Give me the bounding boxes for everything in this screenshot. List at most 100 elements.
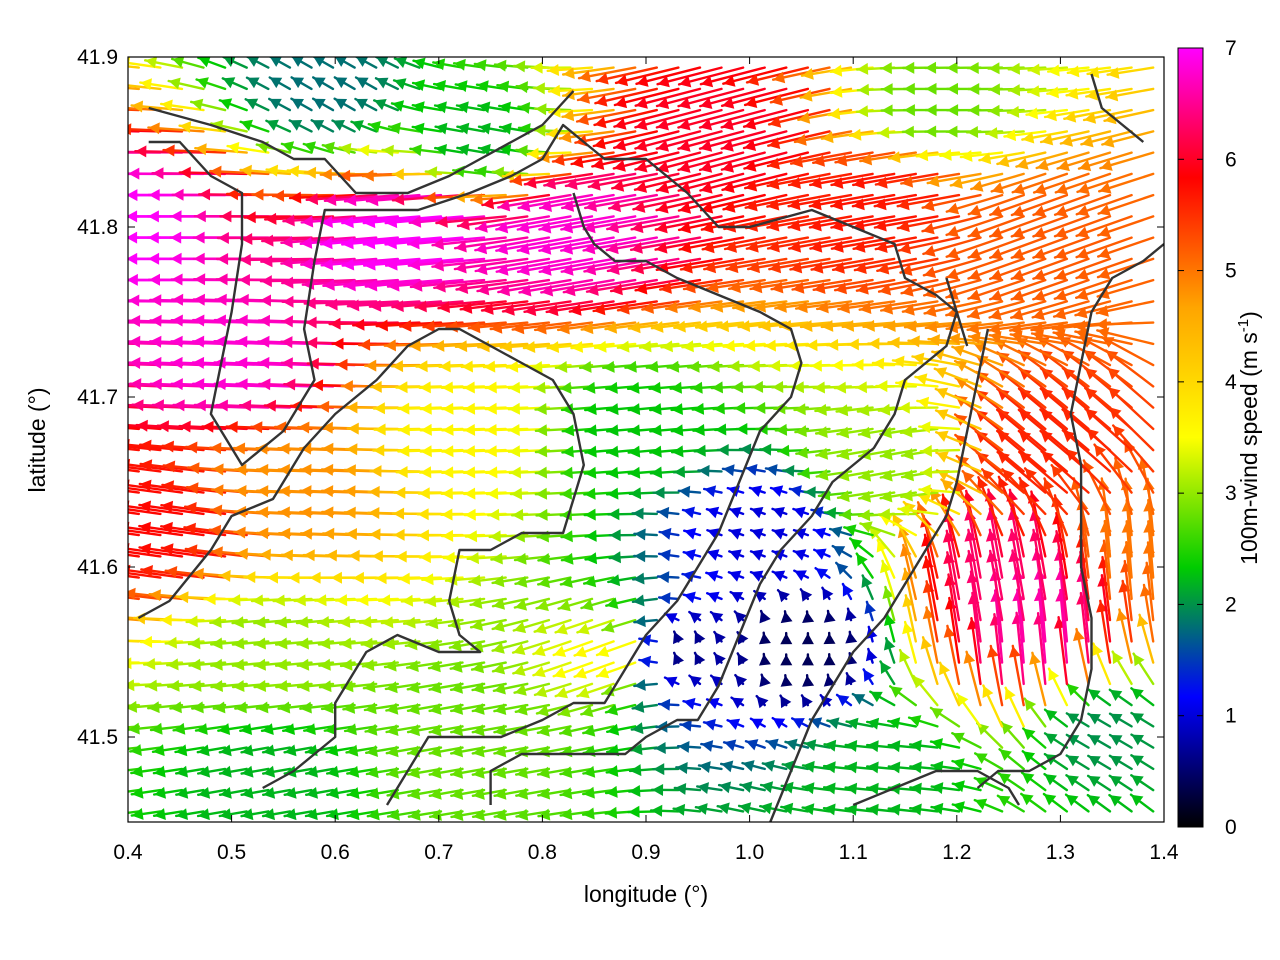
- wind-arrow: [584, 403, 615, 416]
- wind-arrow: [716, 320, 766, 333]
- wind-arrow: [951, 780, 982, 793]
- wind-arrow: [456, 122, 486, 135]
- wind-arrow: [311, 97, 335, 112]
- x-axis: 0.4 0.5 0.6 0.7 0.8 0.9 1.0 1.1 1.2 1.3 1.4: [113, 57, 1179, 864]
- wind-arrow: [516, 236, 594, 255]
- wind-arrow: [538, 215, 615, 234]
- wind-arrow: [546, 341, 594, 353]
- wind-arrow: [139, 78, 184, 91]
- wind-arrow: [670, 424, 702, 437]
- wind-arrow: [801, 782, 831, 795]
- wind-arrow: [222, 57, 248, 69]
- wind-arrow: [240, 765, 270, 778]
- wind-arrow: [745, 66, 810, 86]
- wind-arrow: [432, 58, 464, 71]
- wind-arrow: [245, 76, 270, 91]
- wind-arrow: [384, 257, 464, 271]
- wind-arrow: [428, 681, 464, 694]
- wind-arrow: [341, 236, 421, 250]
- wind-arrow: [601, 618, 637, 633]
- wind-arrow: [1093, 443, 1133, 494]
- wind-arrow: [652, 763, 680, 776]
- wind-arrow: [593, 108, 658, 129]
- wind-arrow: [635, 66, 702, 87]
- wind-arrow: [495, 257, 572, 276]
- wind-arrow: [1065, 774, 1090, 792]
- wind-arrow: [996, 408, 1047, 452]
- wind-arrow: [515, 787, 551, 800]
- wind-arrow: [560, 236, 637, 255]
- wind-arrow: [845, 672, 857, 686]
- wind-arrow: [1023, 697, 1047, 728]
- wind-arrow: [556, 321, 615, 335]
- wind-arrow: [514, 575, 551, 588]
- colorbar-tick-label: 0: [1225, 816, 1237, 839]
- wind-arrow: [128, 788, 141, 793]
- wind-arrow: [268, 76, 292, 91]
- wind-arrow: [583, 575, 615, 588]
- x-tick-label: 0.5: [217, 841, 246, 864]
- wind-arrow: [909, 761, 939, 774]
- wind-arrow: [128, 108, 141, 112]
- wind-arrow: [283, 744, 313, 757]
- wind-arrow: [343, 193, 421, 207]
- wind-arrow: [974, 430, 1025, 473]
- wind-arrow: [776, 589, 790, 603]
- wind-arrow: [791, 717, 810, 729]
- wind-arrow: [312, 57, 335, 69]
- wind-arrow: [532, 82, 572, 95]
- wind-arrow: [391, 300, 464, 313]
- wind-arrow: [195, 77, 227, 91]
- wind-arrow: [887, 151, 939, 164]
- wind-arrow: [656, 66, 723, 88]
- wind-arrow: [864, 600, 876, 622]
- wind-arrow: [939, 149, 982, 161]
- wind-arrow: [633, 172, 702, 193]
- wind-arrow: [996, 387, 1047, 431]
- wind-arrow: [676, 741, 702, 753]
- wind-arrow: [1047, 667, 1069, 707]
- wind-arrow: [698, 151, 766, 173]
- wind-arrow: [989, 193, 1047, 217]
- wind-arrow: [1018, 450, 1069, 494]
- wind-arrow: [682, 591, 702, 604]
- wind-arrow: [631, 572, 658, 585]
- wind-arrow: [922, 257, 982, 278]
- wind-arrow: [705, 506, 723, 519]
- wind-arrow: [605, 597, 637, 609]
- wind-arrow: [431, 236, 507, 250]
- wind-arrow: [437, 300, 507, 313]
- wind-arrow: [471, 788, 507, 800]
- wind-arrow: [365, 745, 399, 757]
- wind-arrow: [1032, 278, 1090, 302]
- wind-arrow: [780, 631, 793, 645]
- wind-arrow: [629, 743, 658, 756]
- wind-arrow: [607, 574, 637, 587]
- wind-arrow: [779, 694, 792, 709]
- wind-arrow: [407, 257, 486, 271]
- wind-arrow: [326, 787, 356, 799]
- wind-arrow: [197, 57, 227, 69]
- wind-arrow: [866, 740, 896, 753]
- wind-arrow: [902, 594, 917, 643]
- wind-arrow: [305, 193, 378, 206]
- wind-arrow: [749, 549, 766, 561]
- wind-arrow: [688, 674, 702, 688]
- wind-arrow: [534, 445, 572, 458]
- wind-arrow: [538, 236, 615, 255]
- wind-arrow: [300, 215, 378, 228]
- wind-arrow: [1136, 613, 1155, 664]
- wind-arrow: [943, 624, 961, 686]
- wind-arrow: [897, 236, 961, 255]
- wind-arrow: [537, 553, 572, 565]
- wind-arrow: [1017, 429, 1069, 473]
- wind-arrow: [861, 574, 874, 601]
- wind-arrow: [268, 97, 292, 112]
- wind-arrow: [363, 257, 443, 271]
- wind-arrow: [592, 130, 658, 150]
- wind-arrow: [631, 594, 658, 607]
- wind-arrow: [982, 684, 1004, 728]
- wind-arrow: [682, 697, 702, 710]
- x-axis-label: longitude (°): [584, 881, 708, 907]
- wind-arrow: [576, 618, 615, 635]
